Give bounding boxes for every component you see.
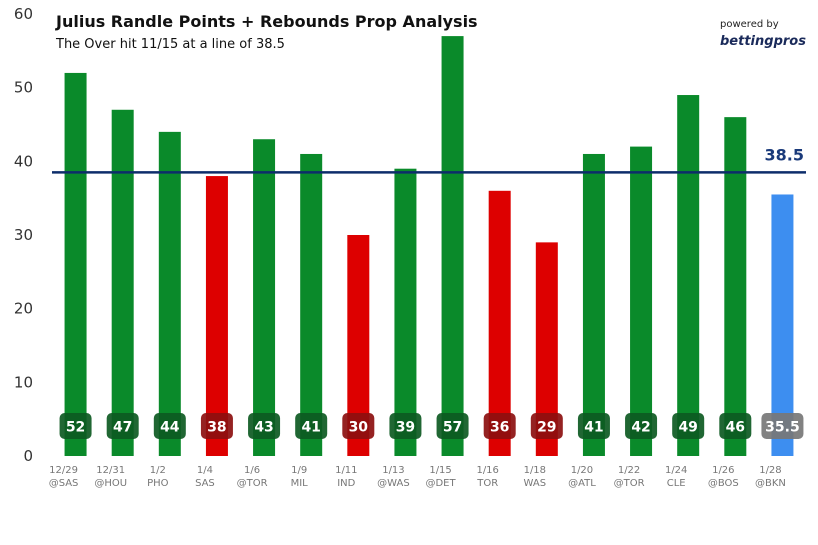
value-label-1: 52 <box>66 420 85 436</box>
value-label-3: 44 <box>160 420 180 436</box>
value-badge-9 <box>436 413 469 439</box>
bar-12 <box>582 153 605 456</box>
bar-2 <box>111 109 134 457</box>
x-tick-opponent-8: @WAS <box>377 478 410 489</box>
value-label-11: 29 <box>537 420 556 436</box>
value-badge-14 <box>672 413 705 439</box>
x-tick-opponent-7: IND <box>337 478 355 489</box>
chart-subtitle: The Over hit 11/15 at a line of 38.5 <box>55 37 285 52</box>
value-badge-12 <box>577 413 610 439</box>
x-tick-date-5: 1/6 <box>244 465 260 476</box>
y-tick-label: 40 <box>14 152 33 170</box>
prop-line-label: 38.5 <box>765 145 804 164</box>
value-label-15: 46 <box>726 420 745 436</box>
x-tick-opponent-11: WAS <box>524 478 547 489</box>
x-tick-date-16: 1/28 <box>759 465 781 476</box>
value-badge-11 <box>530 413 563 439</box>
x-tick-date-8: 1/13 <box>382 465 404 476</box>
x-tick-opponent-5: @TOR <box>237 478 268 489</box>
x-tick-date-7: 1/11 <box>335 465 357 476</box>
value-badge-1 <box>59 413 92 439</box>
x-tick-date-11: 1/18 <box>524 465 546 476</box>
x-tick-opponent-14: CLE <box>667 478 686 489</box>
x-tick-date-2: 12/31 <box>96 465 125 476</box>
bettingpros-logo: bettingpros <box>720 34 806 49</box>
x-tick-opponent-13: @TOR <box>614 478 645 489</box>
value-badge-4 <box>200 413 233 439</box>
x-tick-date-14: 1/24 <box>665 465 687 476</box>
bar-7 <box>347 235 370 456</box>
value-badge-3 <box>153 413 186 439</box>
value-label-13: 42 <box>631 420 650 436</box>
bar-8 <box>394 168 417 456</box>
x-tick-date-9: 1/15 <box>429 465 451 476</box>
value-label-4: 38 <box>207 420 226 436</box>
value-badge-13 <box>625 413 658 439</box>
value-label-6: 41 <box>301 420 320 436</box>
bar-5 <box>253 139 276 456</box>
y-tick-label: 10 <box>14 373 33 391</box>
value-label-8: 39 <box>396 420 415 436</box>
chart-title: Julius Randle Points + Rebounds Prop Ana… <box>55 12 478 31</box>
x-tick-date-6: 1/9 <box>291 465 307 476</box>
x-tick-opponent-9: @DET <box>425 478 456 489</box>
x-tick-date-10: 1/16 <box>476 465 498 476</box>
x-tick-date-13: 1/22 <box>618 465 640 476</box>
value-label-2: 47 <box>113 420 132 436</box>
bar-1 <box>64 72 87 456</box>
x-tick-opponent-15: @BOS <box>708 478 739 489</box>
y-tick-label: 0 <box>23 447 33 465</box>
value-badge-7 <box>342 413 375 439</box>
x-tick-date-3: 1/2 <box>150 465 166 476</box>
value-label-9: 57 <box>443 420 462 436</box>
y-tick-label: 50 <box>14 79 33 97</box>
bar-15 <box>724 117 747 456</box>
x-tick-opponent-3: PHO <box>147 478 169 489</box>
bar-13 <box>630 146 653 456</box>
bar-3 <box>158 131 181 456</box>
x-tick-opponent-10: TOR <box>476 478 498 489</box>
value-label-10: 36 <box>490 420 509 436</box>
y-tick-label: 60 <box>14 5 33 23</box>
value-badge-10 <box>483 413 516 439</box>
value-badge-8 <box>389 413 422 439</box>
bar-4 <box>205 176 228 457</box>
bar-14 <box>677 95 700 457</box>
bar-11 <box>535 242 558 456</box>
x-tick-opponent-6: MIL <box>291 478 309 489</box>
y-tick-label: 20 <box>14 300 33 318</box>
y-tick-label: 30 <box>14 226 33 244</box>
x-tick-opponent-4: SAS <box>195 478 215 489</box>
x-tick-opponent-16: @BKN <box>755 478 786 489</box>
bar-10 <box>488 190 511 457</box>
x-tick-date-12: 1/20 <box>571 465 593 476</box>
bar-16 <box>771 194 794 456</box>
x-tick-opponent-12: @ATL <box>568 478 596 489</box>
value-label-16: 35.5 <box>765 420 800 436</box>
value-label-7: 30 <box>349 420 369 436</box>
value-badge-6 <box>295 413 328 439</box>
x-tick-date-4: 1/4 <box>197 465 213 476</box>
value-label-12: 41 <box>584 420 603 436</box>
x-tick-opponent-1: @SAS <box>49 478 79 489</box>
x-tick-date-1: 12/29 <box>49 465 78 476</box>
x-tick-opponent-2: @HOU <box>94 478 127 489</box>
value-badge-2 <box>106 413 139 439</box>
bar-6 <box>300 153 323 456</box>
value-badge-16 <box>761 413 804 439</box>
x-tick-date-15: 1/26 <box>712 465 734 476</box>
powered-by-label: powered by <box>720 19 779 30</box>
value-label-14: 49 <box>678 420 697 436</box>
value-label-5: 43 <box>254 420 273 436</box>
bar-9 <box>441 36 464 456</box>
value-badge-15 <box>719 413 752 439</box>
value-badge-5 <box>248 413 281 439</box>
